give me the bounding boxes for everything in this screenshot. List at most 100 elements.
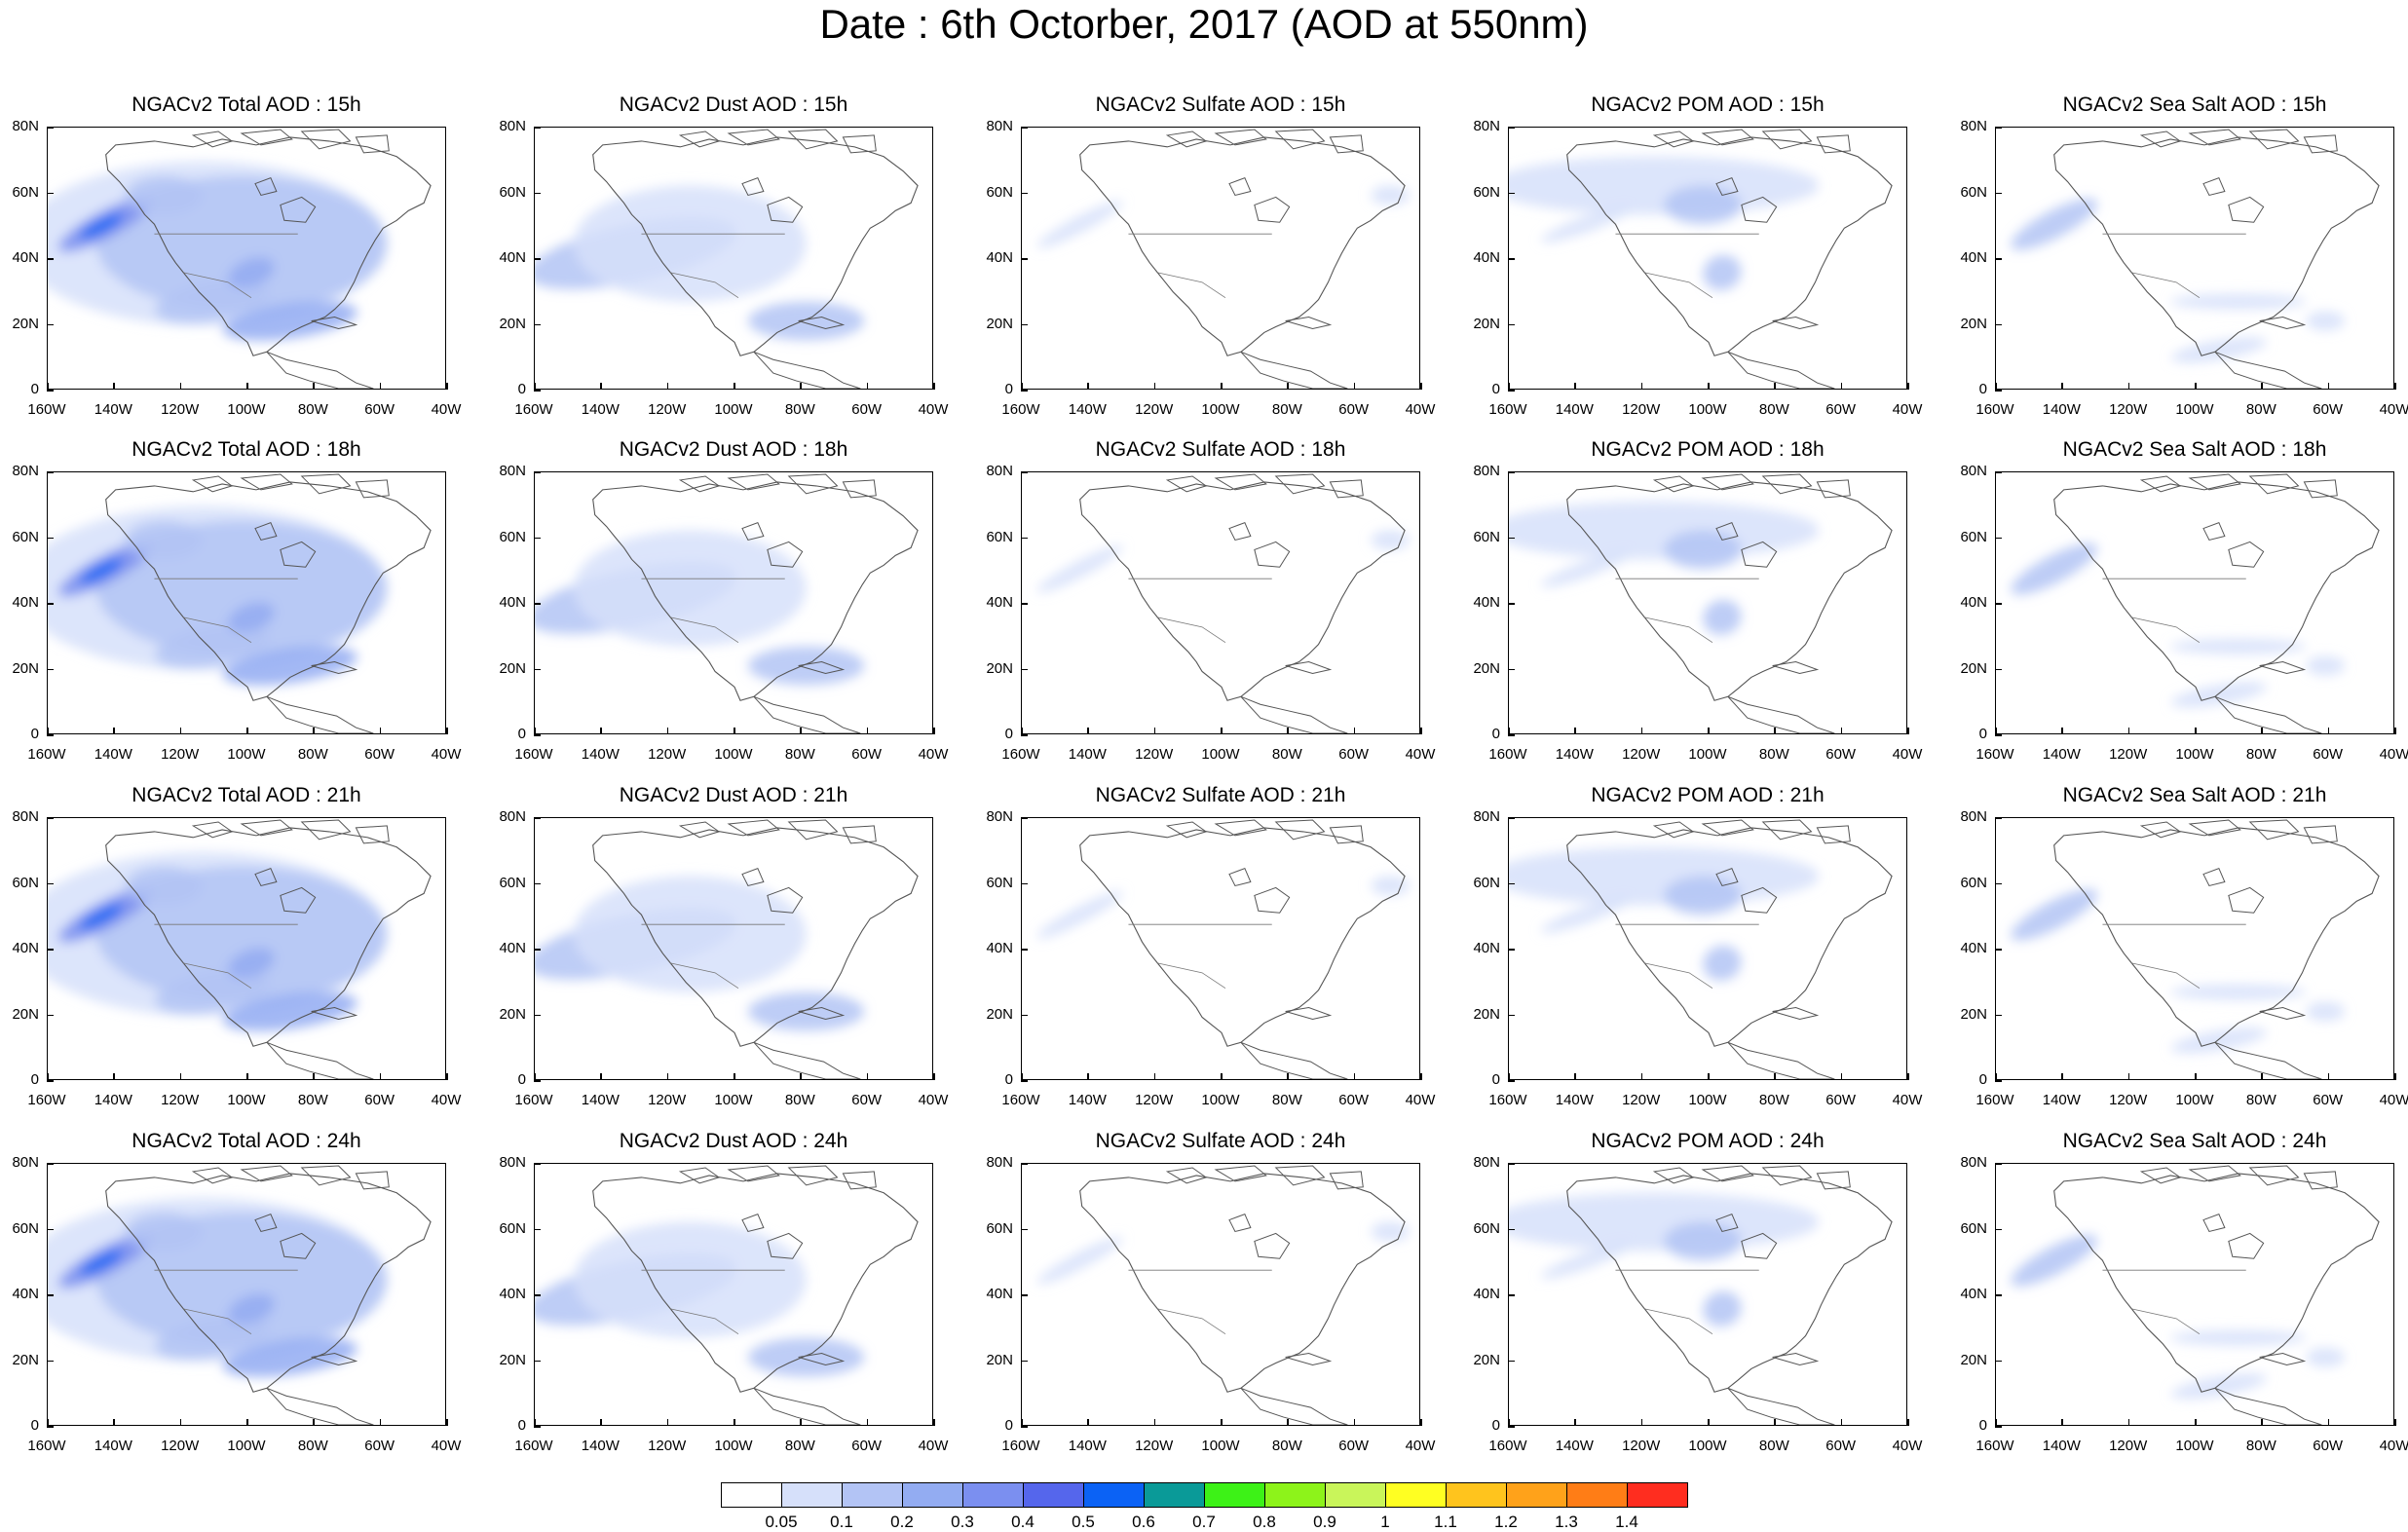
x-tick-label: 160W bbox=[1001, 401, 1040, 418]
arctic-islands bbox=[1165, 473, 1364, 499]
x-tick-label: 60W bbox=[2313, 1438, 2344, 1454]
x-tick-label: 40W bbox=[431, 401, 462, 418]
x-tick-label: 160W bbox=[1488, 1438, 1527, 1454]
x-tick bbox=[1353, 728, 1356, 734]
map-svg bbox=[1036, 473, 1411, 733]
y-tick-label: 20N bbox=[499, 315, 526, 332]
y-tick bbox=[47, 323, 54, 325]
x-tick bbox=[313, 1419, 315, 1426]
map-area bbox=[1995, 471, 2394, 734]
map-svg bbox=[1036, 129, 1411, 389]
y-tick bbox=[1021, 1080, 1028, 1082]
x-tick-label: 120W bbox=[648, 1092, 687, 1108]
lakes-outline bbox=[2202, 867, 2265, 914]
aod-patch bbox=[125, 175, 204, 215]
colorbar-swatch bbox=[1506, 1482, 1567, 1508]
x-tick bbox=[1708, 728, 1710, 734]
map-area bbox=[47, 817, 446, 1080]
x-tick bbox=[1087, 1073, 1089, 1080]
lakes-outline bbox=[1228, 1213, 1291, 1259]
colorbar-label: 1.1 bbox=[1434, 1513, 1457, 1531]
y-tick bbox=[1508, 471, 1515, 473]
aod-field bbox=[535, 530, 865, 686]
y-tick bbox=[1021, 817, 1028, 819]
y-tick-label: 40N bbox=[12, 940, 39, 956]
x-tick bbox=[534, 1073, 536, 1080]
x-tick bbox=[2195, 1073, 2197, 1080]
caribbean-outline bbox=[1727, 661, 1835, 733]
x-tick bbox=[446, 728, 448, 734]
x-tick bbox=[246, 1419, 248, 1426]
colorbar-label: 0.9 bbox=[1313, 1513, 1336, 1531]
aod-patch bbox=[79, 904, 123, 930]
x-tick-label: 160W bbox=[27, 1438, 66, 1454]
y-tick bbox=[1021, 127, 1028, 129]
y-tick bbox=[1508, 127, 1515, 129]
arctic-islands bbox=[1165, 1165, 1364, 1190]
y-tick bbox=[534, 471, 541, 473]
y-tick-label: 60N bbox=[1473, 1219, 1500, 1237]
x-tick bbox=[1907, 728, 1909, 734]
x-tick bbox=[2127, 728, 2130, 734]
x-tick-label: 40W bbox=[918, 401, 949, 418]
aod-patch bbox=[79, 1250, 123, 1276]
x-tick bbox=[179, 728, 182, 734]
x-tick bbox=[379, 728, 382, 734]
aod-patch bbox=[1509, 156, 1820, 215]
x-tick bbox=[2261, 1073, 2263, 1080]
panel-title: NGACv2 Dust AOD : 15h bbox=[619, 93, 848, 116]
x-tick bbox=[179, 1419, 182, 1426]
x-tick bbox=[866, 728, 869, 734]
map-svg bbox=[1509, 129, 1893, 389]
y-tick bbox=[47, 537, 54, 539]
x-tick bbox=[446, 383, 448, 390]
x-tick bbox=[800, 1073, 802, 1080]
x-tick bbox=[1640, 383, 1643, 390]
aod-field bbox=[1509, 846, 1820, 981]
y-tick-label: 20N bbox=[1960, 1005, 1987, 1023]
aod-patch bbox=[1036, 544, 1123, 593]
x-tick bbox=[1995, 1073, 1997, 1080]
x-tick-label: 120W bbox=[1622, 401, 1661, 418]
x-tick-label: 40W bbox=[1892, 401, 1923, 418]
x-tick-label: 140W bbox=[94, 746, 132, 763]
y-tick bbox=[534, 127, 541, 129]
x-tick bbox=[2327, 383, 2330, 390]
panel-title: NGACv2 Dust AOD : 18h bbox=[619, 438, 848, 461]
caribbean-outline bbox=[753, 1353, 861, 1425]
x-tick-label: 140W bbox=[1555, 1438, 1594, 1454]
colorbar: 0.05 0.1 0.2 0.3 0.4 0.5 0.6 0.7 0.8 0.9 1 1.1 1.2 1.… bbox=[721, 1482, 1688, 1531]
x-tick bbox=[2394, 1073, 2396, 1080]
x-tick-label: 100W bbox=[1688, 1438, 1727, 1454]
y-tick-label: 40N bbox=[1960, 249, 1987, 266]
x-tick-label: 40W bbox=[1405, 746, 1436, 763]
x-tick bbox=[800, 383, 802, 390]
x-tick bbox=[1021, 1073, 1023, 1080]
x-tick bbox=[313, 1073, 315, 1080]
x-tick bbox=[1353, 1419, 1356, 1426]
x-tick bbox=[933, 383, 935, 390]
map-area bbox=[1995, 1163, 2394, 1426]
x-tick-label: 120W bbox=[161, 746, 200, 763]
x-tick bbox=[1087, 383, 1089, 390]
y-tick bbox=[1021, 1163, 1028, 1165]
aod-patch bbox=[79, 213, 123, 240]
x-tick bbox=[47, 1419, 49, 1426]
panel-title: NGACv2 Total AOD : 21h bbox=[132, 784, 361, 806]
colorbar-swatch bbox=[1446, 1482, 1507, 1508]
y-tick bbox=[1995, 127, 2002, 129]
y-tick-label: 80N bbox=[1473, 463, 1500, 479]
y-tick-label: 20N bbox=[1960, 315, 1987, 332]
x-tick bbox=[1021, 728, 1023, 734]
y-tick-label: 0 bbox=[1004, 1071, 1013, 1088]
y-tick-label: 20N bbox=[986, 1005, 1013, 1023]
arctic-islands bbox=[1652, 819, 1851, 844]
panel-title: NGACv2 Sulfate AOD : 24h bbox=[1095, 1130, 1346, 1152]
x-tick bbox=[734, 1073, 735, 1080]
aod-patch bbox=[2170, 1329, 2307, 1346]
x-tick bbox=[1640, 1073, 1643, 1080]
colorbar-swatch bbox=[842, 1482, 903, 1508]
x-tick-label: 160W bbox=[514, 746, 553, 763]
y-tick-label: 80N bbox=[12, 118, 39, 134]
lakes-outline bbox=[254, 1213, 317, 1259]
